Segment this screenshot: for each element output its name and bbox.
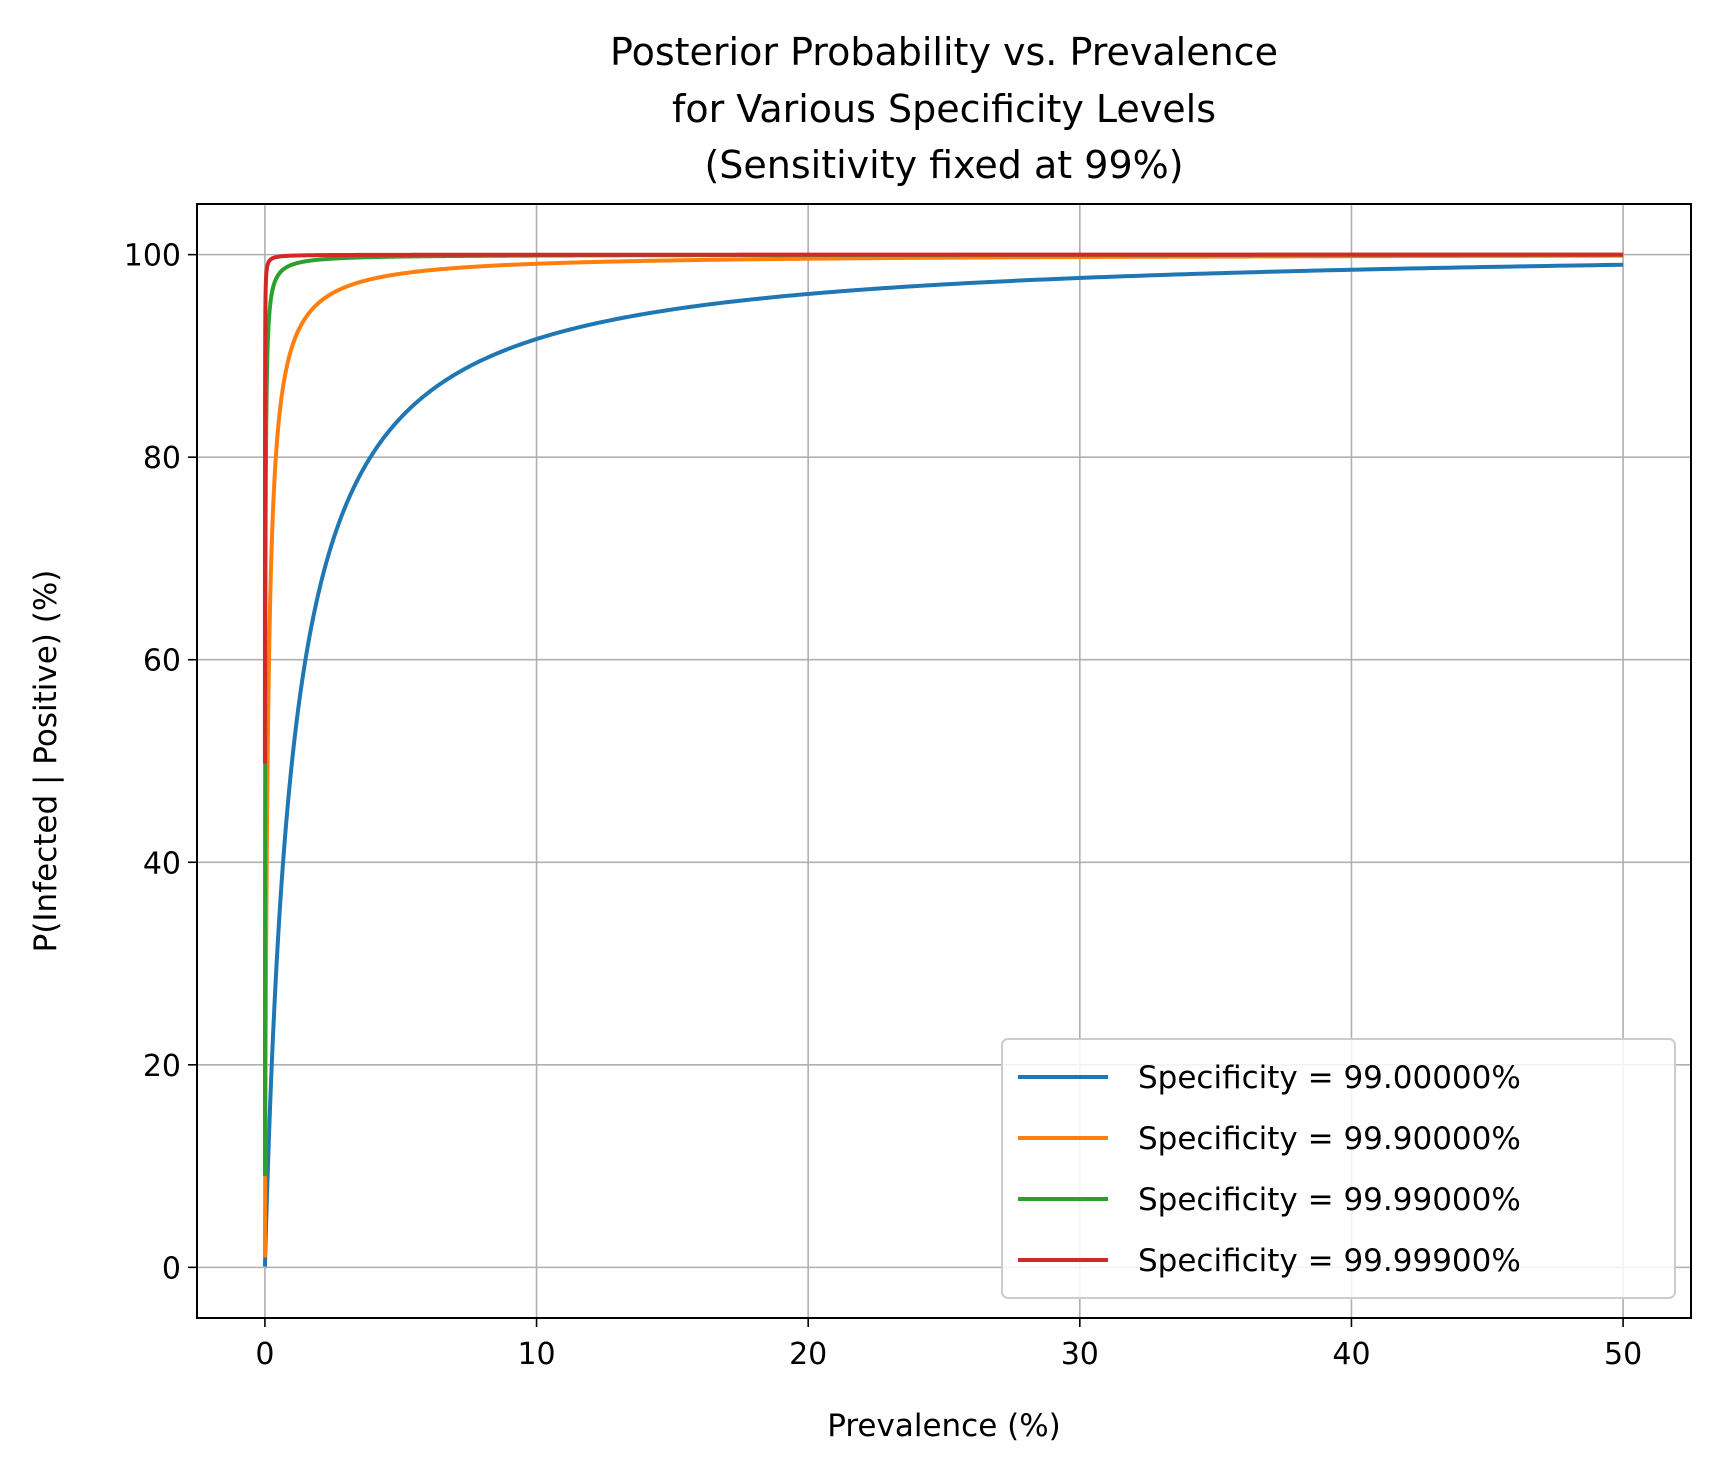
x-axis-ticks: 0 10 20 30 40 50	[255, 1318, 1642, 1372]
y-tick-label: 20	[143, 1049, 181, 1084]
legend-box	[1001, 1038, 1676, 1299]
y-axis-ticks: 0 20 40 60 80 100	[124, 239, 197, 1286]
x-tick-label: 0	[255, 1337, 274, 1372]
x-tick-label: 10	[517, 1337, 555, 1372]
legend-label-4: Specificity = 99.99900%	[1138, 1243, 1521, 1279]
x-tick-label: 30	[1061, 1337, 1099, 1372]
legend-label-2: Specificity = 99.90000%	[1138, 1121, 1521, 1157]
plot-frame	[196, 203, 1692, 1319]
chart-title-line-1: Posterior Probability vs. Prevalence	[610, 30, 1278, 74]
x-tick-label: 40	[1332, 1337, 1370, 1372]
y-tick-label: 0	[162, 1251, 181, 1286]
y-tick-label: 80	[143, 441, 181, 476]
y-tick-label: 100	[124, 239, 181, 274]
chart-title-line-3: (Sensitivity fixed at 99%)	[704, 143, 1183, 187]
series-line-1	[262, 262, 1624, 1269]
x-axis-label: Prevalence (%)	[827, 1408, 1061, 1444]
series-line-4	[262, 252, 1624, 764]
series-line-3	[262, 252, 1624, 1178]
y-axis-label: P(Infected | Positive) (%)	[28, 570, 64, 953]
series-line-2	[262, 253, 1624, 1260]
series-lines	[262, 252, 1624, 1269]
x-tick-label: 20	[789, 1337, 827, 1372]
y-tick-label: 40	[143, 846, 181, 881]
legend-label-1: Specificity = 99.00000%	[1138, 1060, 1521, 1096]
x-tick-label: 50	[1604, 1337, 1642, 1372]
legend-label-3: Specificity = 99.99000%	[1138, 1182, 1521, 1218]
y-tick-label: 60	[143, 644, 181, 679]
chart-title-line-2: for Various Specificity Levels	[672, 87, 1216, 131]
chart-title: Posterior Probability vs. Prevalence for…	[610, 30, 1278, 187]
legend: Specificity = 99.00000% Specificity = 99.…	[1001, 1038, 1676, 1299]
